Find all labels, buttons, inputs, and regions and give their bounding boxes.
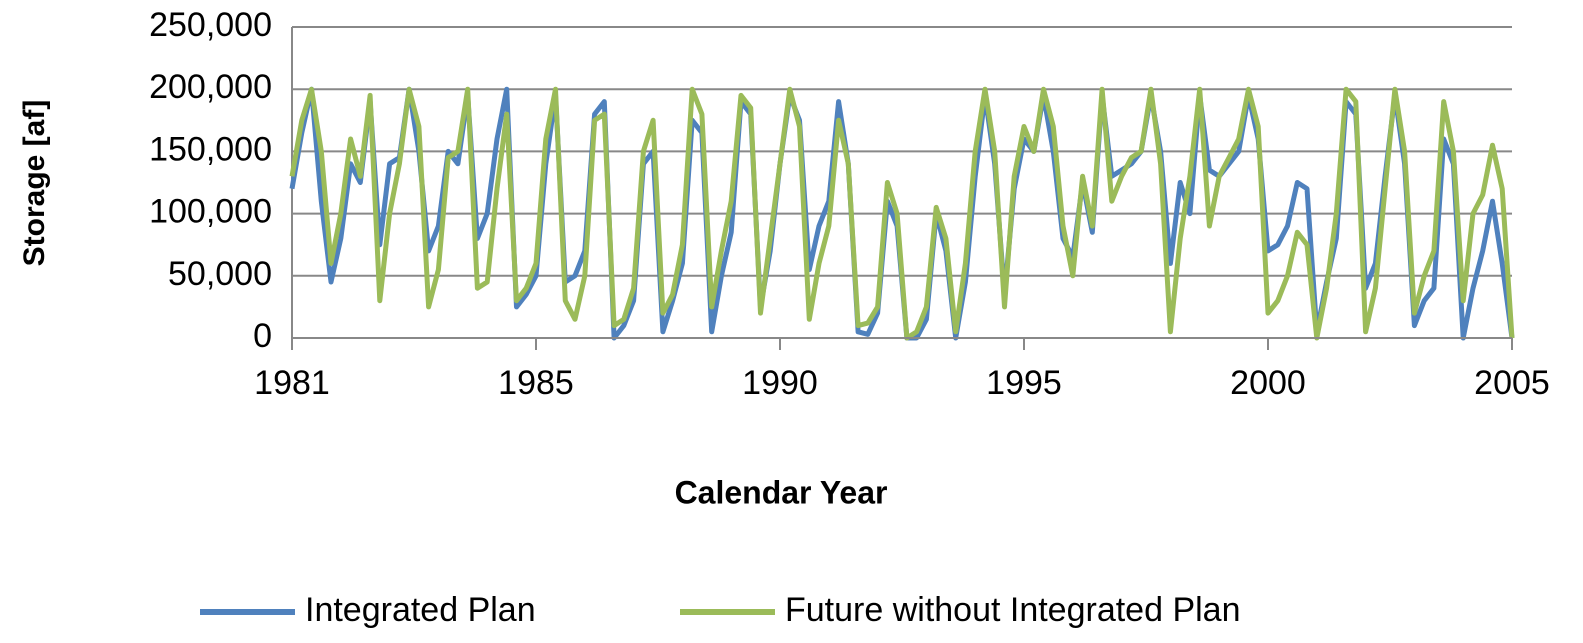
x-tick-label: 1990 [742, 364, 818, 402]
y-axis-title: Storage [af] [18, 100, 51, 267]
y-tick-label: 50,000 [168, 255, 272, 293]
legend-label: Integrated Plan [305, 591, 536, 629]
y-tick-label: 200,000 [149, 68, 272, 106]
x-tick-label: 1995 [986, 364, 1062, 402]
x-axis-title: Calendar Year [675, 474, 888, 510]
y-tick-label: 150,000 [149, 130, 272, 168]
x-tick-label: 2000 [1230, 364, 1306, 402]
x-tick-label: 2005 [1474, 364, 1550, 402]
x-tick-label: 1981 [254, 364, 330, 402]
series-line [289, 86, 1515, 341]
x-tick-label: 1985 [498, 364, 574, 402]
y-tick-label: 250,000 [149, 6, 272, 44]
legend-label: Future without Integrated Plan [785, 591, 1241, 629]
y-tick-label: 100,000 [149, 193, 272, 231]
y-tick-label: 0 [253, 317, 272, 355]
